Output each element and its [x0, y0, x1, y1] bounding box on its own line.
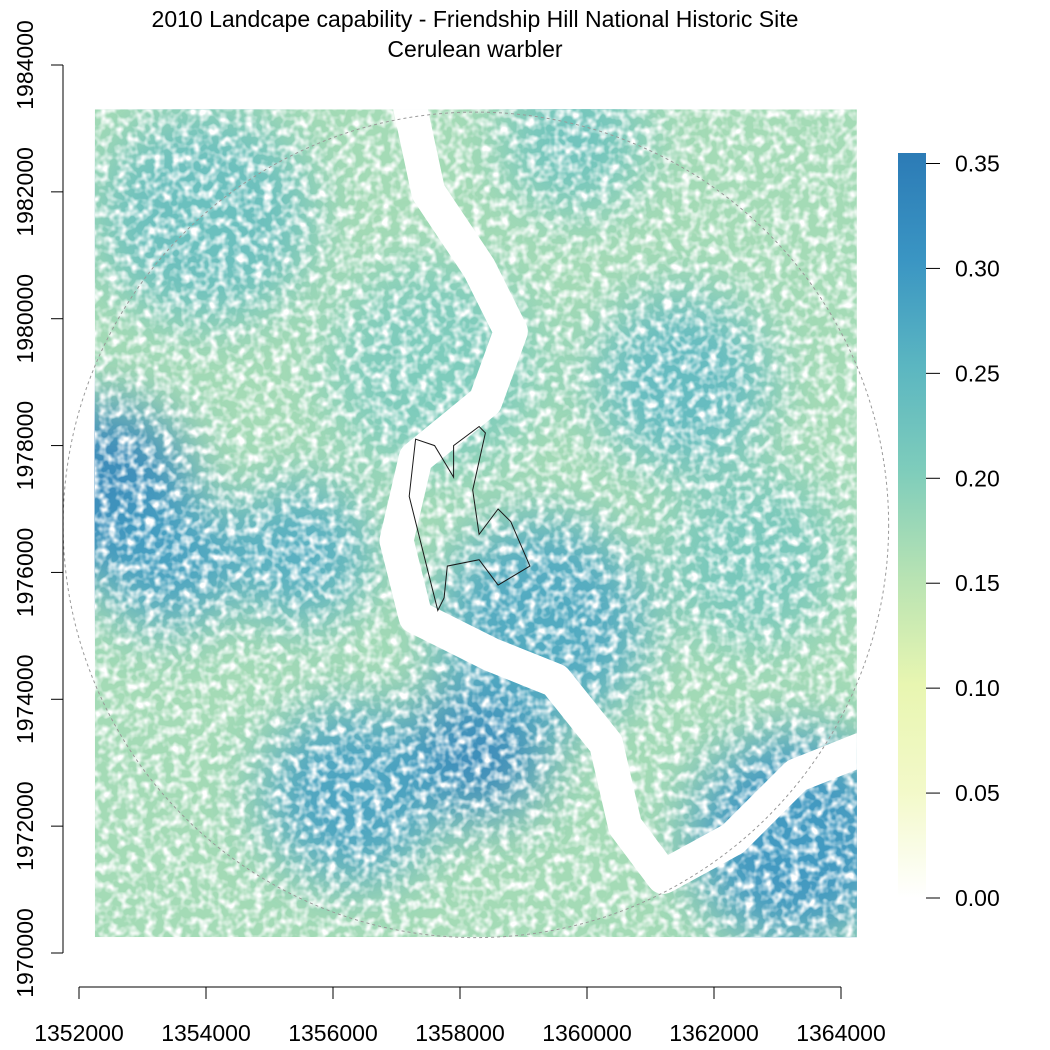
y-tick-label: 1974000	[12, 655, 38, 745]
x-axis: 1352000 1354000 1356000 1358000 1360000 13620…	[34, 986, 886, 1046]
legend-tick-label: 0.10	[955, 675, 1000, 701]
y-tick-label: 1982000	[12, 147, 38, 237]
legend-tick-label: 0.00	[955, 885, 1000, 911]
y-tick-label: 1976000	[12, 528, 38, 618]
capability-raster	[94, 109, 857, 938]
site-boundary-outline	[408, 425, 531, 612]
x-tick-label: 1362000	[669, 1020, 759, 1046]
legend-tick-label: 0.35	[955, 150, 1000, 176]
y-tick-label: 1972000	[12, 781, 38, 871]
x-tick-label: 1358000	[415, 1020, 505, 1046]
legend-tick-label: 0.30	[955, 255, 1000, 281]
x-tick-label: 1354000	[161, 1020, 251, 1046]
legend-color-bar	[898, 153, 926, 898]
y-tick-label: 1980000	[12, 274, 38, 364]
x-tick-label: 1352000	[34, 1020, 124, 1046]
y-axis: 1970000 1972000 1974000 1976000 1978000 19800…	[12, 20, 64, 998]
raster-texture	[94, 109, 857, 938]
color-legend: 0.35 0.30 0.25 0.20 0.15 0.10 0.05 0.00	[898, 150, 1000, 911]
legend-tick-label: 0.05	[955, 780, 1000, 806]
legend-tick-label: 0.20	[955, 465, 1000, 491]
legend-tick-label: 0.15	[955, 570, 1000, 596]
legend-tick-label: 0.25	[955, 360, 1000, 386]
map-subtitle: Cerulean warbler	[387, 36, 563, 62]
y-tick-label: 1978000	[12, 401, 38, 491]
map-title: 2010 Landcape capability - Friendship Hi…	[151, 6, 799, 32]
x-tick-label: 1360000	[542, 1020, 632, 1046]
y-tick-label: 1970000	[12, 908, 38, 998]
x-tick-label: 1364000	[796, 1020, 886, 1046]
x-tick-label: 1356000	[288, 1020, 378, 1046]
y-tick-label: 1984000	[12, 20, 38, 110]
